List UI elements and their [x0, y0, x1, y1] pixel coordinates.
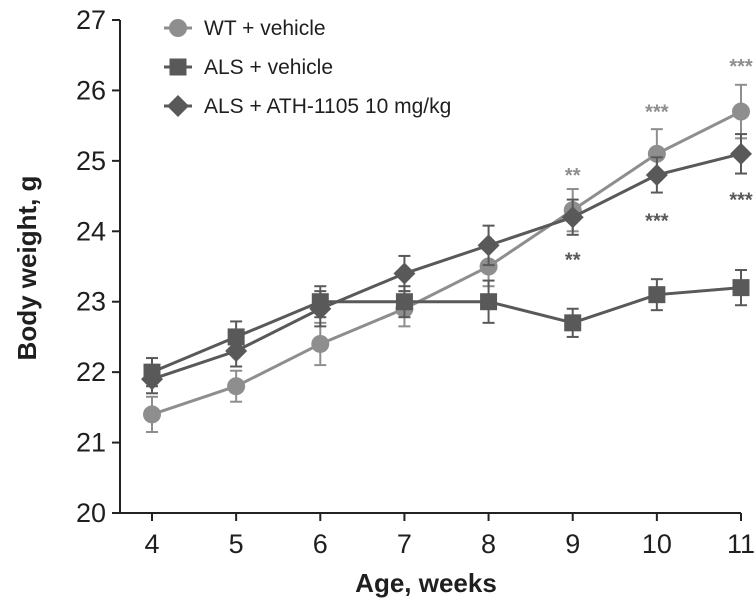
legend-marker [169, 19, 187, 37]
data-point [561, 206, 584, 229]
x-tick-label: 4 [144, 529, 159, 559]
legend-item: ALS + vehicle [164, 56, 333, 79]
data-point [395, 293, 413, 311]
annotations: **************** [565, 56, 753, 272]
series-line [151, 286, 742, 374]
y-tick-label: 25 [76, 146, 106, 176]
series-layer [141, 83, 752, 434]
significance-label: ** [565, 249, 581, 271]
data-point [732, 102, 750, 121]
data-point [564, 314, 582, 332]
y-tick-label: 21 [76, 428, 106, 458]
y-tick-label: 22 [76, 357, 106, 387]
data-point [143, 405, 161, 424]
x-tick-label: 6 [313, 529, 328, 559]
legend-item: ALS + ATH-1105 10 mg/kg [164, 95, 451, 118]
significance-label: *** [645, 102, 669, 124]
data-point [227, 377, 246, 396]
significance-label: *** [729, 190, 753, 212]
data-point [227, 328, 245, 346]
significance-label: ** [565, 165, 581, 187]
series-line [151, 152, 742, 381]
series-diamond [141, 133, 752, 395]
legend-label: ALS + vehicle [204, 56, 333, 79]
x-tick-label: 8 [481, 529, 496, 559]
y-tick-label: 20 [76, 498, 106, 528]
data-point [645, 163, 668, 186]
data-point [732, 279, 750, 297]
legend-marker [169, 58, 187, 76]
data-point [477, 234, 500, 257]
y-tick-label: 26 [76, 75, 106, 105]
y-tick-label: 27 [76, 5, 106, 35]
y-tick-label: 23 [76, 287, 106, 317]
data-point [311, 334, 330, 353]
x-axis-title: Age, weeks [355, 568, 497, 598]
x-tick-label: 9 [565, 529, 580, 559]
data-point [648, 286, 666, 304]
axes: 20 21 22 23 24 25 26 27 4 5 6 7 8 9 10 11 [76, 5, 755, 559]
significance-label: *** [729, 56, 753, 78]
x-tick-label: 5 [229, 529, 244, 559]
legend: WT + vehicle ALS + vehicle ALS + ATH-1105 … [164, 17, 451, 118]
x-tick-label: 11 [727, 529, 755, 559]
data-point [393, 262, 416, 285]
y-axis-title: Body weight, g [12, 176, 42, 361]
data-point [480, 293, 498, 311]
data-point [311, 293, 329, 311]
legend-marker [167, 95, 189, 117]
significance-label: *** [645, 211, 669, 233]
legend-item: WT + vehicle [164, 17, 326, 40]
legend-label: WT + vehicle [204, 17, 326, 40]
data-point [479, 257, 498, 276]
x-tick-label: 7 [397, 529, 412, 559]
series-line [151, 110, 742, 416]
data-point [143, 363, 161, 381]
x-tick-label: 10 [642, 529, 672, 559]
series-square [143, 269, 750, 388]
data-point [730, 142, 752, 165]
legend-label: ALS + ATH-1105 10 mg/kg [204, 95, 451, 118]
y-tick-label: 24 [76, 216, 106, 246]
